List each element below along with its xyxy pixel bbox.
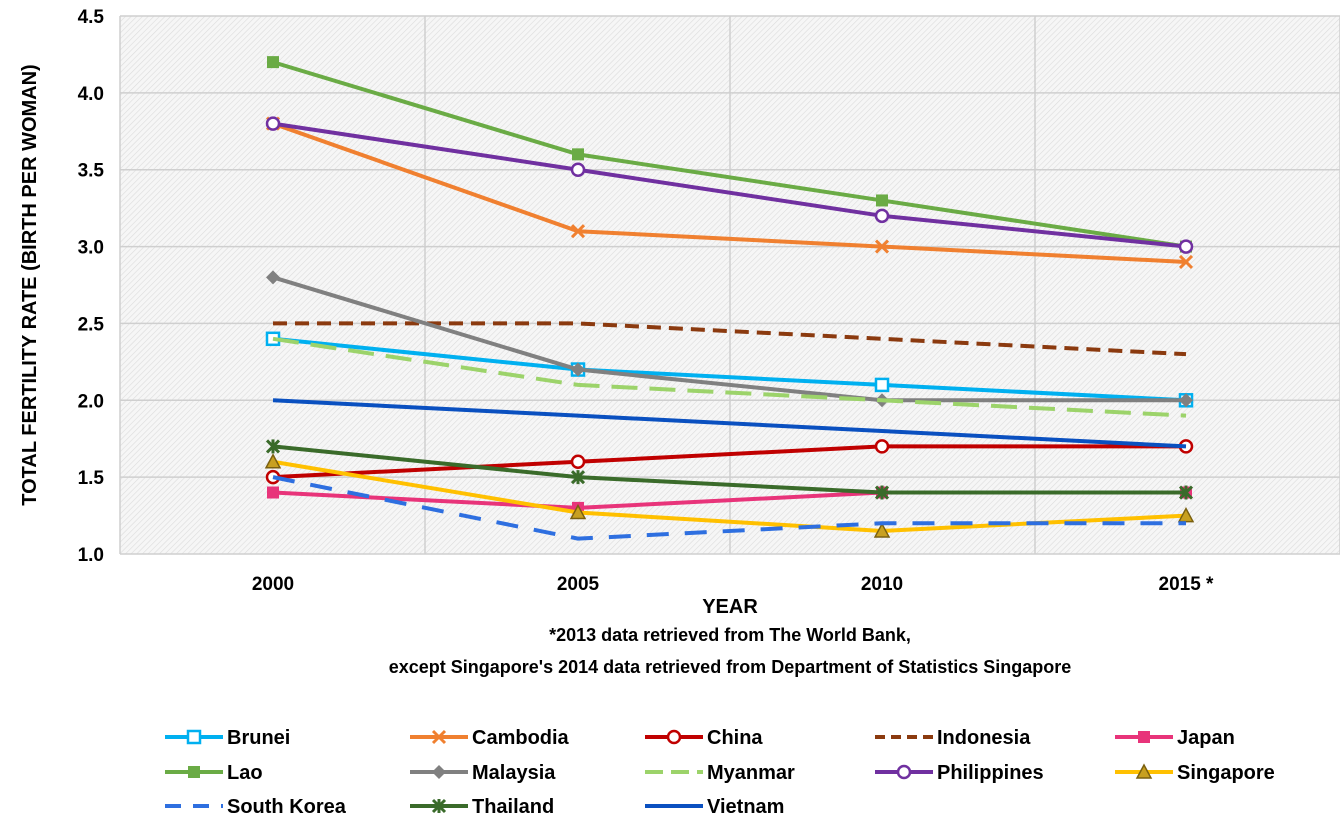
legend-item: Cambodia xyxy=(410,727,570,749)
legend-label: Brunei xyxy=(227,727,290,749)
legend-marker xyxy=(431,729,447,745)
x-tick-label: 2015 * xyxy=(1159,574,1215,595)
legend-item: Brunei xyxy=(165,727,290,749)
legend-item: Indonesia xyxy=(875,727,1031,749)
data-point xyxy=(267,486,279,499)
y-tick-label: 1.0 xyxy=(78,545,104,566)
legend-label: Philippines xyxy=(937,762,1044,784)
data-point xyxy=(267,56,279,69)
x-axis-title: YEAR xyxy=(702,596,758,618)
series-line xyxy=(272,60,1187,249)
data-point xyxy=(874,239,890,254)
legend-label: Cambodia xyxy=(472,727,570,749)
series-china xyxy=(265,439,1194,485)
data-point xyxy=(1178,239,1194,254)
data-point xyxy=(569,503,587,520)
data-point xyxy=(264,453,282,469)
y-tick-labels: 1.0 1.5 2.0 2.5 3.0 3.5 4.0 4.5 xyxy=(78,7,105,566)
data-point xyxy=(1178,254,1194,270)
legend-label: Lao xyxy=(227,762,263,784)
legend-item: Vietnam xyxy=(645,796,784,818)
series-line xyxy=(272,275,1186,403)
data-point xyxy=(876,194,888,207)
legend-marker xyxy=(431,798,447,814)
data-point xyxy=(570,162,586,177)
series-line xyxy=(272,121,1187,264)
legend-item: Myanmar xyxy=(645,762,795,784)
legend-label: Myanmar xyxy=(707,762,795,784)
legend-label: Singapore xyxy=(1177,762,1275,784)
legend-marker xyxy=(896,764,912,780)
y-tick-label: 4.0 xyxy=(78,84,104,105)
y-tick-label: 1.5 xyxy=(78,468,105,489)
data-point xyxy=(874,377,890,393)
legend-label: Vietnam xyxy=(707,796,784,818)
legend-marker xyxy=(188,766,200,778)
legend-item: Japan xyxy=(1115,727,1235,749)
series-line xyxy=(272,336,1187,403)
y-tick-label: 3.5 xyxy=(78,161,105,182)
y-tick-label: 4.5 xyxy=(78,7,105,28)
data-point xyxy=(873,522,891,538)
series-line xyxy=(272,444,1186,480)
legend-label: Indonesia xyxy=(937,727,1031,749)
y-axis-title: TOTAL FERTILITY RATE (BIRTH PER WOMAN) xyxy=(19,64,41,505)
series-line xyxy=(272,121,1187,249)
data-point xyxy=(571,362,585,377)
data-point xyxy=(1178,485,1194,500)
legend-marker xyxy=(1138,731,1150,743)
data-point xyxy=(874,485,890,500)
footnote-line-2: except Singapore's 2014 data retrieved f… xyxy=(389,657,1072,677)
legend-label: South Korea xyxy=(227,796,347,818)
footnote-line-1: *2013 data retrieved from The World Bank… xyxy=(549,625,911,645)
data-point xyxy=(570,454,586,470)
legend-marker xyxy=(1135,763,1153,779)
series-line xyxy=(272,444,1186,495)
legend-marker xyxy=(186,729,202,745)
legend: Brunei Cambodia China Indonesia Japan Lao Mala… xyxy=(165,727,1275,818)
legend-item: China xyxy=(645,727,763,749)
legend-item: Lao xyxy=(165,762,263,784)
data-point xyxy=(1179,393,1193,408)
x-tick-label: 2005 xyxy=(557,574,600,595)
series-line xyxy=(273,321,1187,357)
series-line xyxy=(272,475,1186,541)
series-myanmar xyxy=(272,336,1187,418)
series-line xyxy=(272,398,1187,449)
legend-marker xyxy=(432,765,446,779)
y-tick-label: 2.5 xyxy=(78,314,105,335)
x-tick-label: 2010 xyxy=(861,574,903,595)
series-south-korea xyxy=(272,475,1186,541)
data-point xyxy=(874,439,890,454)
data-point xyxy=(265,439,281,454)
series-philippines xyxy=(265,116,1194,254)
legend-label: Japan xyxy=(1177,727,1235,749)
data-point xyxy=(265,116,281,131)
x-tick-labels: 2000 2005 2010 2015 * xyxy=(252,574,1214,595)
series-thailand xyxy=(265,439,1194,500)
data-point xyxy=(266,270,280,285)
data-point xyxy=(570,470,586,485)
legend-item: South Korea xyxy=(165,796,347,818)
data-point xyxy=(874,208,890,224)
legend-item: Singapore xyxy=(1115,762,1275,784)
series-vietnam xyxy=(272,398,1187,449)
legend-item: Philippines xyxy=(875,762,1044,784)
series-lines xyxy=(264,56,1195,541)
legend-label: Malaysia xyxy=(472,762,556,784)
data-point xyxy=(572,148,584,161)
series-indonesia xyxy=(273,321,1187,357)
y-tick-label: 2.0 xyxy=(78,391,104,412)
legend-label: Thailand xyxy=(472,796,554,818)
legend-item: Thailand xyxy=(410,796,554,818)
gridlines xyxy=(119,15,1340,555)
x-tick-label: 2000 xyxy=(252,574,294,595)
legend-marker xyxy=(666,729,682,745)
legend-label: China xyxy=(707,727,763,749)
data-point xyxy=(570,224,586,239)
legend-item: Malaysia xyxy=(410,762,556,784)
series-line xyxy=(272,336,1187,418)
y-tick-label: 3.0 xyxy=(78,238,104,259)
